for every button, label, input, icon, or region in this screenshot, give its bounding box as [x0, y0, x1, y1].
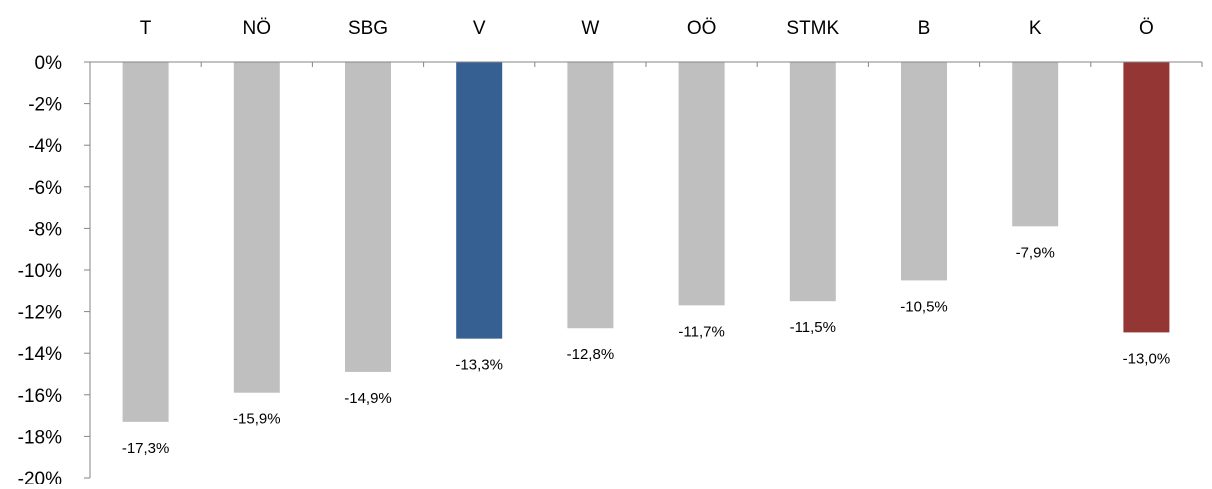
- bars: [122, 62, 1170, 422]
- category-label: W: [581, 18, 599, 39]
- category-label: STMK: [786, 18, 839, 39]
- bar-Ö: [1123, 62, 1170, 333]
- category-label: SBG: [348, 18, 388, 39]
- bar-W: [567, 62, 614, 329]
- data-label: -17,3%: [122, 440, 170, 457]
- bar-OÖ: [678, 62, 725, 306]
- bar-NÖ: [233, 62, 280, 393]
- category-label: B: [918, 18, 931, 39]
- y-tick-label: -6%: [28, 178, 62, 199]
- y-tick-label: -12%: [18, 303, 62, 324]
- category-label: Ö: [1139, 18, 1154, 39]
- category-label: V: [473, 18, 486, 39]
- category-label: T: [140, 18, 152, 39]
- data-label: -11,7%: [678, 323, 724, 340]
- category-label: K: [1029, 18, 1042, 39]
- data-label: -13,3%: [455, 357, 503, 374]
- category-label: NÖ: [243, 18, 272, 39]
- data-label: -12,8%: [567, 346, 615, 363]
- y-tick-label: -14%: [18, 344, 62, 365]
- bar-B: [901, 62, 947, 281]
- bar-V: [456, 62, 503, 339]
- data-label: -11,5%: [790, 319, 836, 336]
- category-label: OÖ: [687, 18, 717, 39]
- data-label: -13,0%: [1123, 350, 1171, 367]
- y-tick-label: -20%: [18, 469, 62, 484]
- data-label: -10,5%: [900, 298, 948, 315]
- y-tick-label: -8%: [28, 219, 62, 240]
- category-labels: T NÖ SBG V W OÖ STMK B K Ö: [140, 18, 1154, 39]
- data-label: -7,9%: [1016, 244, 1055, 261]
- bar-T: [122, 62, 169, 422]
- y-tick-label: -10%: [18, 261, 62, 282]
- data-label: -14,9%: [344, 390, 392, 407]
- y-tick-label: -2%: [28, 95, 62, 116]
- data-label: -15,9%: [233, 411, 281, 428]
- y-tick-label: -4%: [28, 136, 62, 157]
- axes: [89, 61, 1203, 478]
- y-tick-label: 0%: [35, 53, 63, 74]
- bar-SBG: [345, 62, 391, 372]
- y-tick-label: -18%: [18, 427, 62, 448]
- data-labels: -17,3% -15,9% -14,9% -13,3% -12,8% -11,7% -11,…: [122, 244, 1170, 457]
- bar-STMK: [789, 62, 836, 302]
- y-tick-label: -16%: [18, 386, 62, 407]
- bar-K: [1012, 62, 1059, 227]
- y-axis-ticks: 0% -2% -4% -6% -8% -10% -12% -14% -16% -18% -20%: [18, 53, 90, 489]
